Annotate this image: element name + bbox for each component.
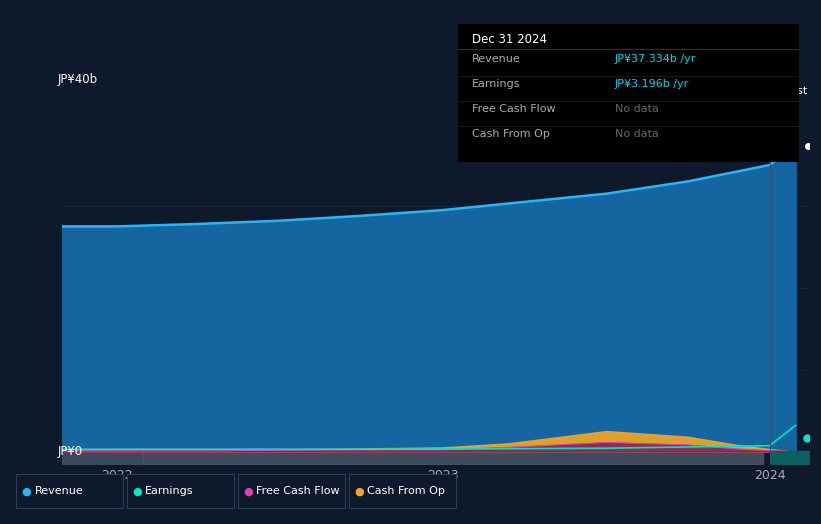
Text: No data: No data xyxy=(615,129,658,139)
Text: Revenue: Revenue xyxy=(34,486,83,496)
Text: JP¥40b: JP¥40b xyxy=(57,73,98,86)
Text: Past: Past xyxy=(785,86,808,96)
Text: ●: ● xyxy=(132,486,142,496)
Text: JP¥3.196b /yr: JP¥3.196b /yr xyxy=(615,79,689,89)
Text: ●: ● xyxy=(21,486,31,496)
Text: ●: ● xyxy=(354,486,364,496)
Text: Revenue: Revenue xyxy=(472,54,521,64)
Text: Free Cash Flow: Free Cash Flow xyxy=(256,486,340,496)
Text: Cash From Op: Cash From Op xyxy=(367,486,445,496)
Text: Earnings: Earnings xyxy=(145,486,194,496)
Text: No data: No data xyxy=(615,104,658,114)
Text: Free Cash Flow: Free Cash Flow xyxy=(472,104,555,114)
Text: Earnings: Earnings xyxy=(472,79,521,89)
Text: Cash From Op: Cash From Op xyxy=(472,129,549,139)
Text: ●: ● xyxy=(243,486,253,496)
Text: JP¥37.334b /yr: JP¥37.334b /yr xyxy=(615,54,696,64)
Text: Dec 31 2024: Dec 31 2024 xyxy=(472,34,547,46)
Text: JP¥0: JP¥0 xyxy=(57,445,83,458)
